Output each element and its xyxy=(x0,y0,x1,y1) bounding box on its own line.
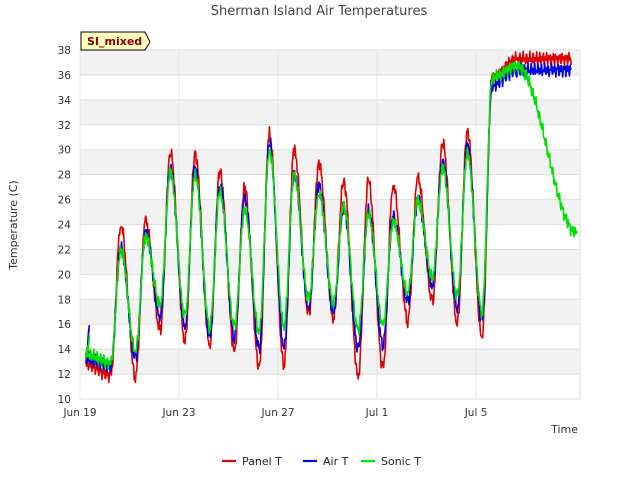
y-tick-label: 26 xyxy=(58,195,72,207)
legend-label: Air T xyxy=(323,455,349,468)
grid-band xyxy=(80,199,580,225)
x-tick-label: Jun 19 xyxy=(62,407,96,419)
y-tick-label: 16 xyxy=(58,319,72,331)
y-tick-label: 12 xyxy=(58,369,71,381)
y-axis-label: Temperature (C) xyxy=(7,180,20,270)
y-tick-label: 18 xyxy=(58,294,71,306)
y-tick-label: 28 xyxy=(58,170,71,182)
site-badge: SI_mixed xyxy=(80,31,151,51)
grid-band xyxy=(80,349,580,375)
x-axis-ticks: Jun 19 Jun 23 Jun 27 Jul 1 Jul 5 xyxy=(62,407,487,419)
y-tick-label: 24 xyxy=(58,220,72,232)
badge-label: SI_mixed xyxy=(87,35,142,48)
x-tick-label: Jul 1 xyxy=(365,407,389,419)
series-layer xyxy=(85,50,578,384)
x-tick-label: Jun 27 xyxy=(260,407,294,419)
y-axis-ticks: 10 12 14 16 18 20 22 24 26 28 30 32 34 36 38 xyxy=(58,45,72,406)
legend-label: Panel T xyxy=(242,455,282,468)
grid-band xyxy=(80,99,580,125)
y-tick-label: 38 xyxy=(58,45,71,57)
legend: Panel T Air T Sonic T xyxy=(222,455,421,468)
grid-band xyxy=(80,149,580,175)
x-axis-label: Time xyxy=(550,423,578,436)
grid-band xyxy=(80,249,580,275)
x-tick-label: Jul 5 xyxy=(464,407,488,419)
y-tick-label: 32 xyxy=(58,120,71,132)
chart-title: Sherman Island Air Temperatures xyxy=(211,4,428,19)
badge-shape xyxy=(80,31,151,51)
legend-label: Sonic T xyxy=(381,455,421,468)
y-tick-label: 30 xyxy=(58,145,71,157)
y-tick-label: 36 xyxy=(58,70,72,82)
y-tick-label: 10 xyxy=(58,394,71,406)
y-tick-label: 14 xyxy=(58,344,72,356)
y-tick-label: 20 xyxy=(58,269,71,281)
series-line-sonic-t xyxy=(85,60,578,371)
x-tick-label: Jun 23 xyxy=(161,407,195,419)
y-tick-label: 34 xyxy=(58,95,72,107)
y-tick-label: 22 xyxy=(58,244,71,256)
